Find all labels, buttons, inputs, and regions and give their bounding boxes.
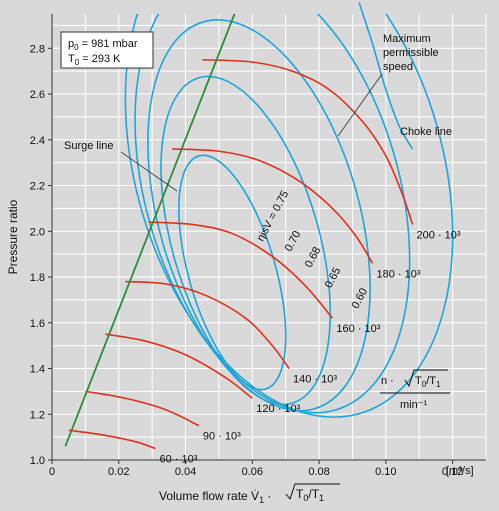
conditions-box [60, 31, 154, 69]
y-tick-label: 2.2 [30, 181, 45, 193]
speed-param-sub0: 0 [422, 380, 427, 389]
conditions-t-rest: = 293 K [79, 53, 121, 65]
x-axis-label: Volume flow rate V̇1 · [159, 489, 271, 506]
speed-param-sub1: 1 [436, 380, 441, 389]
x-axis-sqrt-sub0: 0 [303, 493, 308, 503]
y-tick-label: 1.8 [30, 272, 45, 284]
y-tick-label: 1.6 [30, 318, 45, 330]
efficiency-line [178, 154, 287, 391]
x-axis-sqrt-content: T0/T1 [296, 487, 324, 503]
efficiency-lines [124, 14, 454, 418]
surge-line-pointer [120, 151, 178, 192]
x-axis-sqrt-sign [285, 483, 340, 501]
x-tick-label: 0.06 [242, 466, 263, 478]
max-speed-label-1: Maximum [383, 33, 431, 45]
y-axis-label: Pressure ratio [6, 199, 20, 274]
speed-param-T: T [415, 375, 422, 387]
conditions-p-symbol: p [68, 38, 74, 50]
x-axis-sqrt-T: T [296, 487, 304, 501]
x-tick-labels: 0 0.02 0.04 0.06 0.08 0.10 0.12 [49, 460, 463, 478]
plot-area [52, 14, 486, 460]
x-tick-label: 0.02 [108, 466, 129, 478]
efficiency-line [124, 14, 454, 418]
conditions-line-2: T0 = 293 K [68, 53, 121, 67]
x-tick-label: 0.12 [442, 466, 463, 478]
speed-param-over: /T [426, 375, 436, 387]
y-tick-label: 2.8 [30, 43, 45, 55]
efficiency-line [134, 14, 411, 414]
speed-line [105, 333, 253, 399]
choke-line-label: Choke line [400, 126, 452, 138]
x-tick-label: 0.04 [175, 466, 196, 478]
speed-param-sqrt-content: T0/T1 [415, 375, 441, 389]
speed-line [172, 148, 374, 264]
x-axis-label-sub: 1 [259, 495, 264, 505]
surge-line-label: Surge line [64, 140, 114, 152]
y-tick-labels: 1.0 1.2 1.4 1.6 1.8 2.0 2.2 2.4 2.6 2.8 [30, 43, 52, 467]
surge-line-group [64, 14, 236, 447]
x-axis-label-dot: · [267, 489, 271, 503]
speed-line [148, 221, 334, 319]
speed-line-label: 160 · 10³ [336, 323, 380, 335]
speed-line [202, 58, 414, 225]
conditions-p-sub: 0 [74, 43, 79, 52]
choke-line-group [358, 2, 414, 150]
x-tick-label: 0 [49, 466, 55, 478]
speed-line [125, 280, 290, 369]
x-axis-label-main: Volume flow rate V̇ [159, 489, 259, 503]
max-speed-pointer [337, 73, 383, 137]
efficiency-line [147, 19, 371, 412]
speed-line-label: 90 · 10³ [203, 431, 241, 443]
efficiency-line [160, 75, 332, 406]
y-tick-label: 1.2 [30, 409, 45, 421]
speed-param-numerator: n · [381, 375, 394, 387]
speed-line [85, 390, 200, 427]
x-axis-sqrt-sub1: 1 [319, 493, 324, 503]
speed-line-label: 140 · 10³ [293, 374, 337, 386]
max-speed-label-2: permissible [383, 47, 439, 59]
x-tick-label: 0.08 [308, 466, 329, 478]
y-tick-label: 2.6 [30, 89, 45, 101]
conditions-t-sub: 0 [75, 58, 80, 67]
y-tick-label: 1.4 [30, 364, 45, 376]
conditions-t-symbol: T [68, 53, 75, 65]
speed-param-sqrt-sign [404, 369, 448, 388]
x-axis-sqrt-over: /T [308, 487, 319, 501]
speed-param-denominator: min⁻¹ [400, 399, 428, 411]
y-tick-label: 1.0 [30, 455, 45, 467]
speed-line-label: 200 · 10³ [417, 229, 461, 241]
y-tick-label: 2.0 [30, 226, 45, 238]
conditions-line-1: p0 = 981 mbar [68, 38, 138, 52]
max-speed-label-3: speed [383, 61, 413, 73]
speed-line-labels: 60 · 10³ 90 · 10³ 120 · 10³ 140 · 10³ 160 · … [159, 229, 460, 465]
speed-lines [68, 58, 414, 450]
y-tick-label: 2.4 [30, 135, 45, 147]
x-unit-label: [m³/s] [446, 465, 474, 477]
speed-line-label: 120 · 10³ [256, 403, 300, 415]
choke-line [358, 2, 414, 150]
speed-line [68, 429, 156, 450]
speed-line-label: 180 · 10³ [376, 268, 420, 280]
surge-line [64, 14, 236, 447]
x-tick-label: 0.10 [375, 466, 396, 478]
conditions-p-rest: = 981 mbar [79, 38, 138, 50]
speed-line-label: 60 · 10³ [159, 454, 197, 466]
